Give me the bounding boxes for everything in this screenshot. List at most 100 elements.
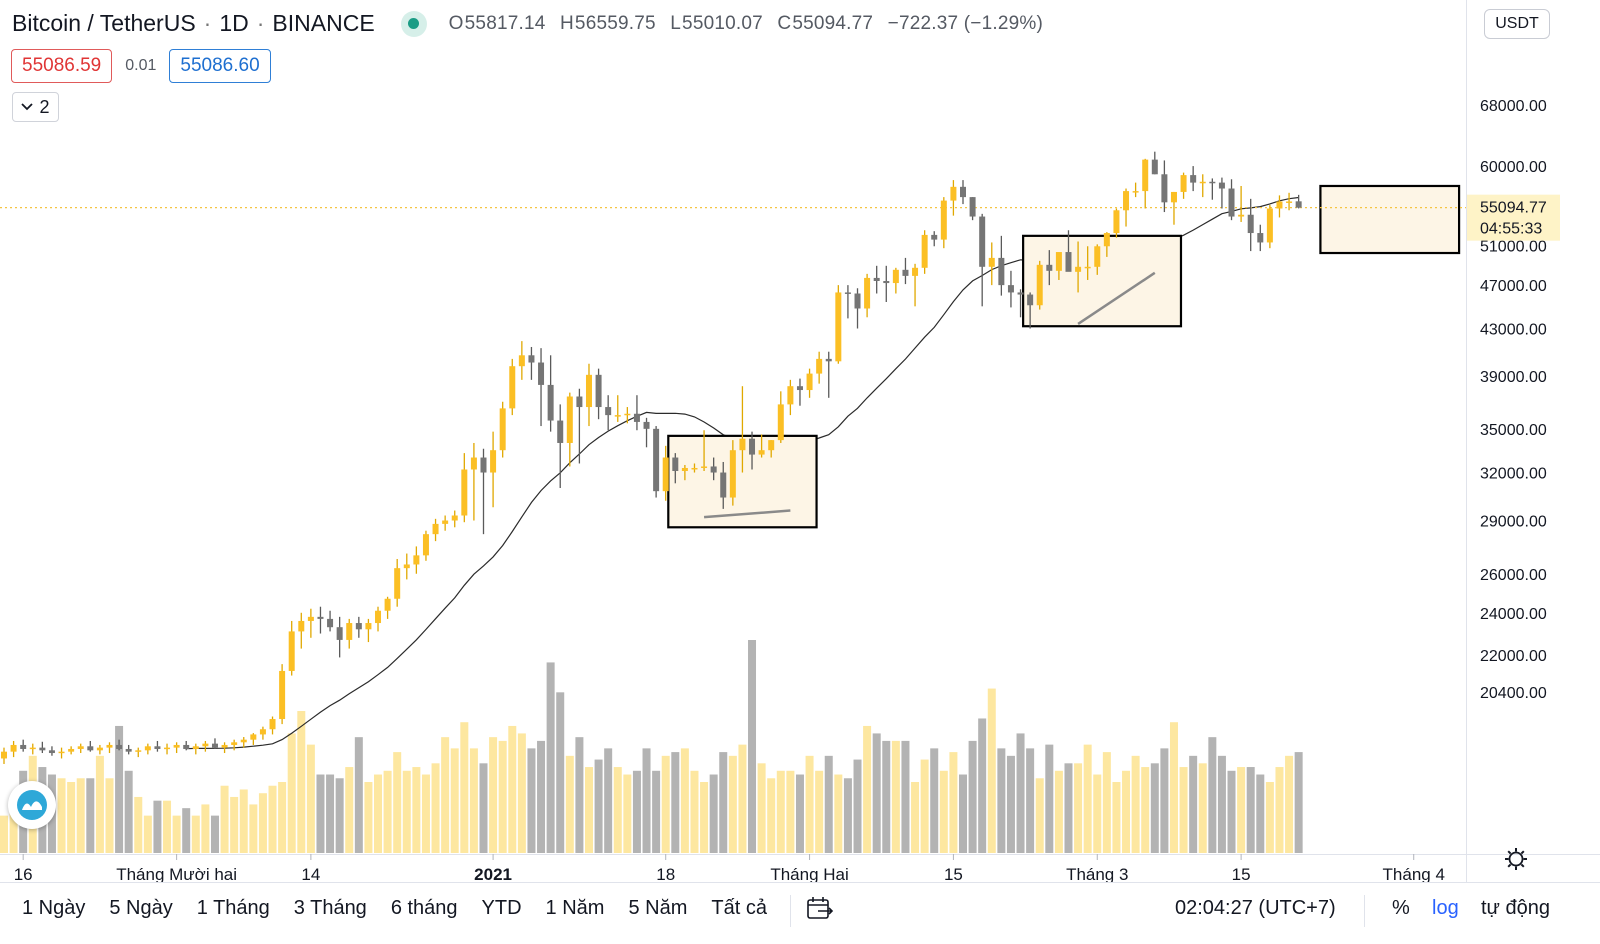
volume-bar — [700, 782, 709, 853]
candle-body — [1209, 181, 1216, 184]
trendline[interactable] — [1077, 271, 1156, 326]
volume-bar — [613, 767, 622, 853]
price-tick-label: 29000.00 — [1480, 514, 1547, 531]
candle — [883, 265, 890, 303]
candle — [950, 180, 957, 216]
candle — [116, 739, 123, 751]
candle-body — [931, 234, 938, 240]
candle-body — [912, 267, 919, 276]
candle-body — [854, 293, 861, 309]
candle — [1151, 151, 1158, 175]
candle-body — [566, 396, 573, 443]
open-label: O — [448, 12, 464, 34]
candle-body — [394, 568, 401, 599]
volume-bar — [1217, 755, 1226, 853]
volume-bar — [872, 733, 881, 853]
candle-body — [432, 523, 439, 535]
log-scale-toggle[interactable]: log — [1432, 897, 1459, 919]
volume-bar — [738, 744, 747, 853]
candle-body — [979, 216, 986, 267]
range-button-ytd[interactable]: YTD — [481, 897, 522, 919]
auto-scale-toggle[interactable]: tự động — [1481, 897, 1550, 919]
range-button-3m[interactable]: 3 Tháng — [293, 897, 367, 919]
time-axis[interactable]: 16 Tháng Mười hai 14 2021 18 Tháng Hai 15 Tháng… — [0, 854, 1600, 882]
range-button-6m[interactable]: 6 tháng — [390, 897, 458, 919]
candle — [144, 743, 151, 755]
buy-button[interactable]: 55086.60 — [169, 49, 271, 83]
volume-bar — [1265, 782, 1274, 853]
candle — [835, 285, 842, 364]
volume-bar — [1237, 767, 1246, 853]
volume-bar — [95, 755, 104, 853]
status-dot-icon — [408, 18, 420, 29]
price-chart[interactable]: 20400.00 22000.00 24000.00 26000.00 29000.00… — [0, 0, 1600, 882]
volume-bar — [201, 804, 210, 853]
candle-body — [365, 623, 372, 630]
candle — [720, 461, 727, 509]
volume-bar — [374, 774, 383, 853]
volume-bar — [997, 748, 1006, 853]
symbol-title[interactable]: Bitcoin / TetherUS — [12, 10, 196, 36]
time-tick-label: Tháng 4 — [1383, 865, 1445, 882]
range-button-1y[interactable]: 1 Năm — [545, 897, 605, 919]
volume-bar — [191, 815, 200, 853]
candle — [1190, 166, 1197, 192]
candle — [1103, 232, 1110, 257]
candle-body — [183, 744, 190, 749]
volume-bar — [57, 778, 66, 853]
trendline[interactable] — [703, 509, 791, 519]
candle — [979, 213, 986, 307]
candle-body — [192, 746, 199, 749]
range-button-5d[interactable]: 5 Ngày — [109, 897, 173, 919]
volume-bar — [441, 737, 450, 853]
time-tick-label: 18 — [656, 865, 675, 882]
candle — [960, 180, 966, 205]
open-value: 55817.14 — [464, 12, 546, 34]
range-button-1m[interactable]: 1 Tháng — [196, 897, 270, 919]
volume-bar — [335, 778, 344, 853]
volume-bar — [469, 748, 478, 853]
candle-body — [461, 469, 468, 516]
candle — [240, 737, 247, 748]
currency-button[interactable]: USDT — [1484, 9, 1550, 39]
candle-body — [259, 729, 266, 735]
volume-bar — [939, 770, 948, 853]
annotation-box[interactable] — [1319, 184, 1461, 255]
market-status-indicator[interactable] — [400, 10, 427, 37]
volume-bar — [690, 770, 699, 853]
candle-body — [509, 366, 516, 409]
volume-bars — [0, 640, 1303, 853]
candle-body — [327, 618, 334, 628]
price-tick-label: 26000.00 — [1480, 567, 1547, 584]
candle-body — [490, 450, 497, 473]
candle — [902, 257, 909, 285]
indicators-toggle-button[interactable]: 2 — [12, 92, 59, 122]
candle-body — [279, 670, 286, 720]
timezone-clock[interactable]: 02:04:27 (UTC+7) — [1175, 897, 1336, 919]
range-button-1d[interactable]: 1 Ngày — [22, 897, 86, 919]
candle — [1286, 192, 1293, 211]
volume-bar — [1160, 748, 1169, 853]
candle — [1055, 252, 1062, 280]
candle-body — [269, 719, 276, 730]
interval-label[interactable]: 1D — [219, 10, 249, 36]
candle-body — [538, 362, 545, 385]
calendar-range-icon[interactable] — [805, 895, 835, 923]
settings-gear-icon[interactable] — [1503, 846, 1529, 872]
percent-scale-toggle[interactable]: % — [1392, 897, 1410, 919]
candle-body — [1257, 233, 1264, 243]
range-button-5y[interactable]: 5 Năm — [628, 897, 688, 919]
candle — [595, 368, 602, 420]
volume-bar — [930, 748, 939, 853]
candle-body — [605, 407, 612, 416]
volume-bar — [508, 725, 517, 853]
volume-bar — [393, 752, 402, 853]
range-button-all[interactable]: Tất cả — [711, 897, 767, 919]
volume-bar — [143, 815, 152, 853]
brand-logo-icon[interactable] — [8, 781, 56, 829]
price-axis[interactable]: 20400.00 22000.00 24000.00 26000.00 29000.00… — [1466, 0, 1561, 882]
candle-body — [10, 744, 17, 752]
sell-button[interactable]: 55086.59 — [11, 49, 113, 83]
volume-bar — [824, 755, 833, 853]
annotation-box[interactable] — [1022, 234, 1183, 328]
